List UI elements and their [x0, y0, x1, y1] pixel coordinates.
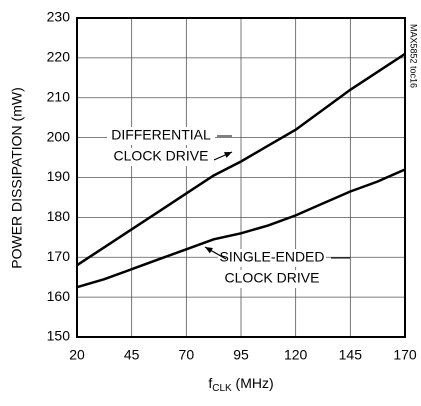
arrow-head	[224, 152, 232, 158]
x-axis-label: fCLK (MHz)	[208, 375, 273, 394]
plot-frame	[76, 17, 406, 338]
x-tick-label: 70	[179, 347, 195, 363]
x-tick-label: 20	[69, 347, 85, 363]
x-label-sub: CLK	[212, 383, 232, 394]
x-label-unit: (MHz)	[232, 375, 274, 391]
y-tick-label: 190	[47, 168, 71, 184]
y-tick-label: 230	[47, 9, 71, 25]
x-tick-label: 145	[339, 347, 363, 363]
y-axis-label: POWER DISSIPATION (mW)	[9, 87, 25, 268]
series-label: SINGLE-ENDED	[219, 249, 324, 265]
y-tick-label: 180	[47, 208, 71, 224]
y-tick-label: 220	[47, 49, 71, 65]
series-line	[76, 168, 406, 289]
series-label: DIFFERENTIAL	[111, 127, 211, 143]
y-tick-label: 210	[47, 88, 71, 104]
x-tick-label: 95	[233, 347, 249, 363]
label-bg	[107, 148, 215, 166]
arrow-head	[205, 247, 213, 254]
label-bg	[218, 270, 326, 288]
x-tick-label: 120	[284, 347, 308, 363]
side-note: MAX5852 toc16	[409, 24, 419, 88]
series-label: CLOCK DRIVE	[114, 148, 209, 164]
x-tick-label: 45	[124, 347, 140, 363]
label-bg	[218, 249, 326, 267]
label-bg	[107, 127, 215, 145]
y-tick-label: 150	[47, 328, 71, 344]
y-tick-label: 170	[47, 248, 71, 264]
y-tick-label: 200	[47, 128, 71, 144]
x-label-f: f	[208, 375, 212, 391]
y-tick-label: 160	[47, 288, 71, 304]
series-label: CLOCK DRIVE	[225, 270, 320, 286]
series-line	[76, 52, 406, 267]
x-tick-label: 170	[393, 347, 417, 363]
